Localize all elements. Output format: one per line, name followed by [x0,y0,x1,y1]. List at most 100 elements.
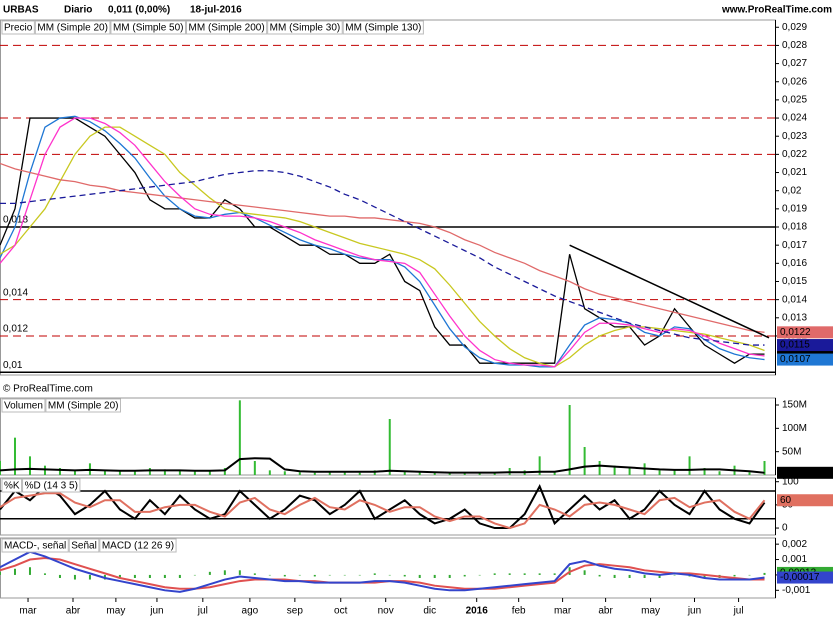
legend-box [1,398,46,413]
legend-entry: MACD-, señal [4,541,66,552]
bar [553,471,556,475]
y-tick-label: 100M [782,423,807,434]
bar [433,574,436,578]
legend-entry: Volumen [4,401,43,412]
level-label: 0,012 [3,324,28,335]
bar [403,471,406,475]
bar [658,470,661,475]
bar [538,573,541,575]
bar [283,574,286,577]
x-tick-label: jul [197,606,208,617]
bar [763,572,766,575]
bar [163,574,166,578]
bar [103,470,106,475]
x-tick-label: jul [733,606,744,617]
bar [193,471,196,475]
y-tick-label: 0,023 [782,131,807,142]
series-line [0,162,765,333]
bar [208,470,211,475]
legend-entry: MM (Simple 20) [48,401,119,412]
last-value-label: 0,0107 [780,354,811,365]
x-tick-label: may [106,606,125,617]
legend-entry: Señal [71,541,97,552]
series-line [0,483,766,530]
series-line [0,115,765,368]
bar [553,573,556,575]
bar [223,468,226,475]
y-tick-label: 0,001 [782,554,807,565]
bar [358,472,361,475]
y-tick-label: 50M [782,446,801,457]
bar [418,472,421,475]
bar [223,570,226,575]
y-tick-label: 0,029 [782,22,807,33]
bar [238,570,241,575]
x-tick-label: abr [598,606,613,617]
last-value-box [777,494,833,507]
period: Diario [64,5,92,16]
bar [433,472,436,475]
series-line [0,492,766,530]
series-line [0,170,765,346]
bar [493,473,496,475]
y-tick-label: -0,001 [782,585,811,596]
bar [328,471,331,475]
bar [403,574,406,577]
bar [88,574,91,580]
y-tick-label: 0,016 [782,258,807,269]
bar [58,468,61,475]
legend-entry: MM (Simple 20) [37,23,108,34]
bar [463,472,466,475]
last-value-label: 0,0122 [780,327,811,338]
y-tick-label: 0,013 [782,312,807,323]
y-tick-label: 150M [782,400,807,411]
x-tick-label: abr [66,606,81,617]
last-value-label: 60 [780,495,792,506]
legend-box [99,538,177,553]
bar [73,470,76,475]
bar [508,573,511,575]
bar [163,469,166,475]
y-tick-label: 0,026 [782,76,807,87]
bar [673,574,676,576]
bar [763,461,766,475]
legend-entry: MM (Simple 30) [270,23,341,34]
legend-box [1,538,69,553]
bar [478,574,481,576]
x-tick-label: mar [19,606,37,617]
bar [448,473,451,475]
series-line [0,550,765,593]
bar [358,574,361,576]
bar [343,472,346,475]
x-tick-label: feb [512,606,526,617]
x-tick-label: ago [242,606,259,617]
bar [148,468,151,475]
bar [298,574,301,576]
level-label: 0,014 [3,287,28,298]
bar [583,447,586,475]
header: URBAS Diario 0,011 (0,00%) 18-jul-2016 w… [3,5,832,16]
bar [583,570,586,575]
legend-box [45,398,121,413]
copyright: © ProRealTime.com [3,384,93,395]
bar [193,574,196,576]
bar [328,574,331,576]
bar [643,574,646,578]
y-tick-label: 0,017 [782,240,807,251]
x-tick-label: nov [378,606,394,617]
bar [598,461,601,475]
bar [673,469,676,475]
x-tick-label: may [641,606,660,617]
bar [28,456,31,475]
y-tick-label: 0,002 [782,539,807,550]
bar [718,471,721,475]
bar [658,574,661,578]
bar [118,471,121,475]
y-tick-label: 0 [782,523,788,534]
bar [28,567,31,575]
legend-box [186,20,268,35]
legend-entry: MM (Simple 200) [189,23,265,34]
bar [463,574,466,577]
bar [58,574,61,578]
